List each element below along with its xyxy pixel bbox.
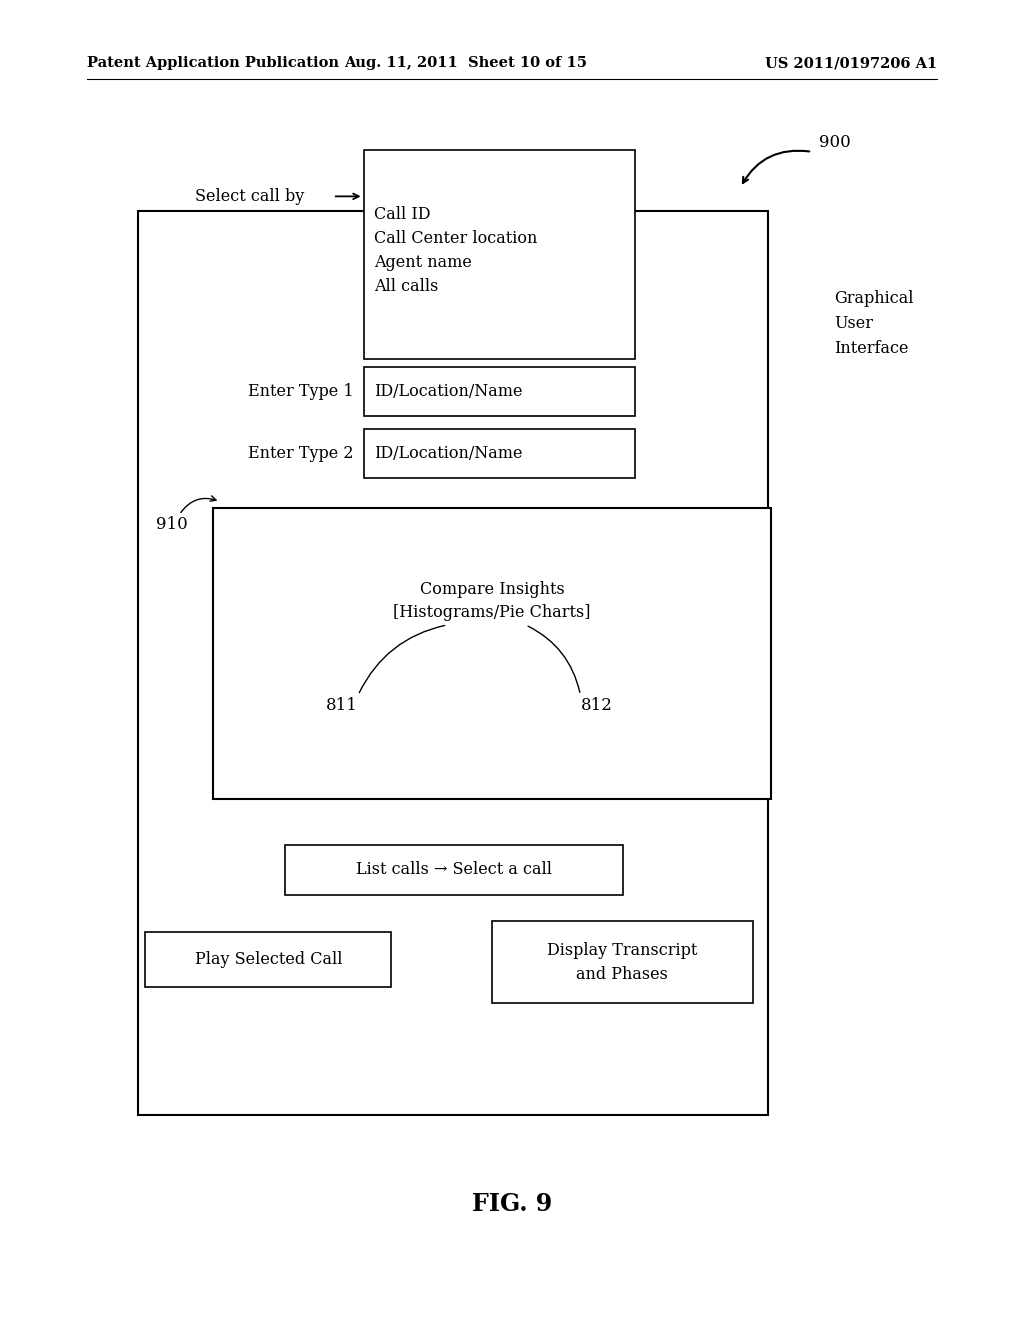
Text: Call ID
Call Center location
Agent name
All calls: Call ID Call Center location Agent name …: [374, 206, 538, 296]
Text: 900: 900: [819, 135, 851, 150]
Text: Play Selected Call: Play Selected Call: [195, 952, 342, 968]
Text: Enter Type 2: Enter Type 2: [248, 445, 353, 462]
Text: 811: 811: [327, 697, 358, 714]
Text: 812: 812: [581, 697, 612, 714]
Text: ID/Location/Name: ID/Location/Name: [374, 445, 522, 462]
Bar: [285, 845, 623, 895]
Bar: [364, 429, 635, 478]
Bar: [492, 921, 753, 1003]
Text: FIG. 9: FIG. 9: [472, 1192, 552, 1216]
Text: ID/Location/Name: ID/Location/Name: [374, 383, 522, 400]
Bar: [145, 932, 391, 987]
Text: Aug. 11, 2011  Sheet 10 of 15: Aug. 11, 2011 Sheet 10 of 15: [344, 57, 588, 70]
Text: Display Transcript
and Phases: Display Transcript and Phases: [547, 942, 697, 982]
Text: Enter Type 1: Enter Type 1: [248, 383, 353, 400]
Text: Select call by: Select call by: [195, 187, 304, 205]
Bar: [213, 508, 771, 799]
Text: Compare Insights
[Histograms/Pie Charts]: Compare Insights [Histograms/Pie Charts]: [393, 581, 591, 622]
Bar: [138, 211, 768, 1115]
Text: Patent Application Publication: Patent Application Publication: [87, 57, 339, 70]
Bar: [364, 367, 635, 416]
Bar: [364, 150, 635, 359]
Text: List calls → Select a call: List calls → Select a call: [355, 862, 552, 878]
Text: 910: 910: [156, 516, 187, 532]
Text: US 2011/0197206 A1: US 2011/0197206 A1: [765, 57, 937, 70]
Text: Graphical
User
Interface: Graphical User Interface: [835, 290, 914, 356]
